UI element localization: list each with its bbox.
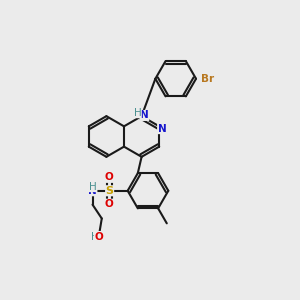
Text: Br: Br	[201, 74, 214, 84]
Text: N: N	[158, 124, 166, 134]
Text: N: N	[140, 110, 149, 121]
Text: S: S	[106, 186, 114, 196]
Text: H: H	[92, 232, 99, 242]
Text: O: O	[94, 232, 103, 242]
Text: O: O	[105, 172, 113, 182]
Text: N: N	[88, 186, 97, 196]
Text: O: O	[105, 199, 113, 209]
Text: H: H	[89, 182, 96, 192]
Text: H: H	[134, 108, 141, 118]
